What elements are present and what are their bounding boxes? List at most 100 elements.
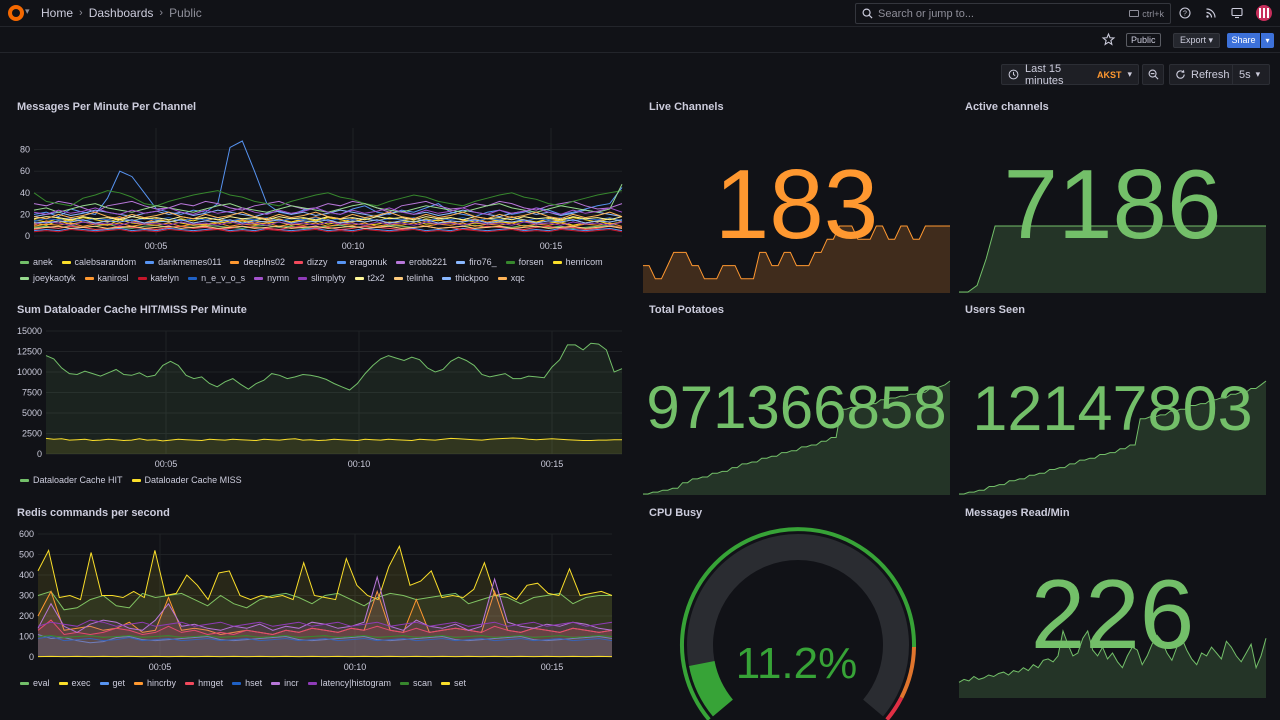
messages-legend: anek calebsarandom dankmemes011 deeplns02 di… <box>20 257 610 283</box>
legend-swatch <box>134 681 144 685</box>
legend-item[interactable]: dankmemes011 <box>145 257 221 267</box>
public-badge: Public <box>1126 33 1161 47</box>
chevron-down-icon[interactable]: ▾ <box>25 6 30 16</box>
legend-item[interactable]: eval <box>20 678 50 688</box>
x-tick-label: 00:15 <box>541 662 564 672</box>
panel-title-messages-read[interactable]: Messages Read/Min <box>965 507 1070 519</box>
panel-title-messages[interactable]: Messages Per Minute Per Channel <box>17 101 197 113</box>
panel-title-active-channels[interactable]: Active channels <box>965 101 1049 113</box>
export-button[interactable]: Export ▾ <box>1173 33 1221 48</box>
legend-swatch <box>188 276 198 280</box>
cpu-busy-value: 11.2% <box>735 639 858 688</box>
panel-title-live-channels[interactable]: Live Channels <box>649 101 724 113</box>
legend-item[interactable]: anek <box>20 257 53 267</box>
legend-item[interactable]: Dataloader Cache HIT <box>20 475 123 485</box>
legend-item[interactable]: katelyn <box>137 273 179 283</box>
legend-item[interactable]: nymn <box>254 273 289 283</box>
search-input[interactable]: Search or jump to... ctrl+k <box>855 3 1171 24</box>
legend-item[interactable]: dizzy <box>294 257 328 267</box>
legend-label: xqc <box>510 273 525 283</box>
legend-item[interactable]: erobb221 <box>396 257 447 267</box>
rss-icon[interactable] <box>1205 7 1217 19</box>
breadcrumb-home[interactable]: Home <box>41 6 74 20</box>
legend-item[interactable]: calebsarandom <box>61 257 137 267</box>
users-seen-value: 12147803 <box>972 374 1253 444</box>
legend-item[interactable]: scan <box>399 678 432 688</box>
share-options-chevron-icon[interactable]: ▾ <box>1261 33 1274 48</box>
sparkline-area <box>959 226 1266 293</box>
avatar[interactable] <box>1256 5 1272 21</box>
y-tick-label: 40 <box>20 188 30 198</box>
gauge-threshold-green <box>680 527 917 720</box>
dataloader-legend: Dataloader Cache HIT Dataloader Cache MIS… <box>20 475 610 485</box>
breadcrumb-dashboards[interactable]: Dashboards <box>88 6 154 20</box>
total-potatoes-value: 971366858 <box>646 374 947 441</box>
legend-item[interactable]: hset <box>232 678 262 688</box>
legend-item[interactable]: henricom <box>552 257 603 267</box>
panel-title-users-seen[interactable]: Users Seen <box>965 304 1025 316</box>
legend-label: calebsarandom <box>74 257 137 267</box>
chevron-down-icon: ▾ <box>1208 35 1214 45</box>
series-line <box>37 635 613 642</box>
legend-item[interactable]: eragonuk <box>336 257 387 267</box>
zoom-out-icon <box>1148 69 1159 80</box>
y-tick-label: 500 <box>19 550 34 560</box>
time-range-picker[interactable]: Last 15 minutes AKST ▾ <box>1001 63 1139 87</box>
legend-item[interactable]: get <box>99 678 125 688</box>
legend-swatch <box>497 276 507 280</box>
y-tick-label: 60 <box>20 166 30 176</box>
redis-commands-chart: 600 500 400 300 200 100 0 00:05 00:10 00:15 <box>19 529 613 672</box>
legend-swatch <box>271 681 281 685</box>
legend-item[interactable]: firo76_ <box>456 257 497 267</box>
legend-label: nymn <box>267 273 290 283</box>
legend-item[interactable]: set <box>441 678 466 688</box>
legend-item[interactable]: forsen <box>505 257 544 267</box>
refresh-interval-picker[interactable]: 5s ▾ <box>1233 64 1270 85</box>
users-seen-sparkline <box>959 380 1267 495</box>
sparkline-line <box>643 380 951 495</box>
legend-swatch <box>230 260 240 264</box>
panel-title-dataloader[interactable]: Sum Dataloader Cache HIT/MISS Per Minute <box>17 304 247 316</box>
legend-label: exec <box>71 678 91 688</box>
star-icon[interactable] <box>1101 32 1116 46</box>
y-tick-label: 100 <box>19 632 34 642</box>
series-line <box>45 342 623 391</box>
series-line <box>33 228 623 233</box>
legend-swatch <box>442 276 452 280</box>
legend-item[interactable]: t2x2 <box>354 273 385 283</box>
legend-item[interactable]: hincrby <box>134 678 176 688</box>
share-button[interactable]: Share <box>1227 33 1260 48</box>
sparkline-line <box>958 629 1267 683</box>
legend-item[interactable]: hmget <box>185 678 223 688</box>
panel-title-cpu-busy[interactable]: CPU Busy <box>649 507 703 519</box>
legend-item[interactable]: deeplns02 <box>230 257 285 267</box>
legend-item[interactable]: Dataloader Cache MISS <box>131 475 242 485</box>
series-line <box>33 190 623 207</box>
sparkline-line <box>959 225 1266 293</box>
grafana-logo-icon[interactable] <box>8 5 24 21</box>
legend-swatch <box>441 681 450 685</box>
legend-item[interactable]: kanirosl <box>84 273 129 283</box>
panel-title-total-potatoes[interactable]: Total Potatoes <box>649 304 724 316</box>
sparkline-area <box>959 631 1266 698</box>
legend-item[interactable]: latency|histogram <box>307 678 391 688</box>
legend-item[interactable]: exec <box>58 678 91 688</box>
legend-item[interactable]: thickpoo <box>442 273 489 283</box>
legend-item[interactable]: n_e_v_o_s <box>188 273 245 283</box>
legend-item[interactable]: slimplyty <box>298 273 346 283</box>
zoom-out-button[interactable] <box>1142 64 1164 85</box>
cpu-busy-gauge <box>680 527 917 720</box>
legend-item[interactable]: telinha <box>393 273 433 283</box>
refresh-button[interactable]: Refresh <box>1169 64 1233 85</box>
legend-item[interactable]: xqc <box>497 273 525 283</box>
legend-item[interactable]: incr <box>271 678 299 688</box>
legend-item[interactable]: joeykaotyk <box>20 273 76 283</box>
sparkline-area <box>959 381 1266 495</box>
legend-label: joeykaotyk <box>33 273 76 283</box>
y-tick-label: 300 <box>19 591 34 601</box>
help-icon[interactable]: ? <box>1179 7 1191 19</box>
monitor-icon[interactable] <box>1231 7 1243 19</box>
legend-swatch <box>20 276 29 280</box>
panel-title-redis[interactable]: Redis commands per second <box>17 507 170 519</box>
clock-icon <box>1008 69 1019 80</box>
